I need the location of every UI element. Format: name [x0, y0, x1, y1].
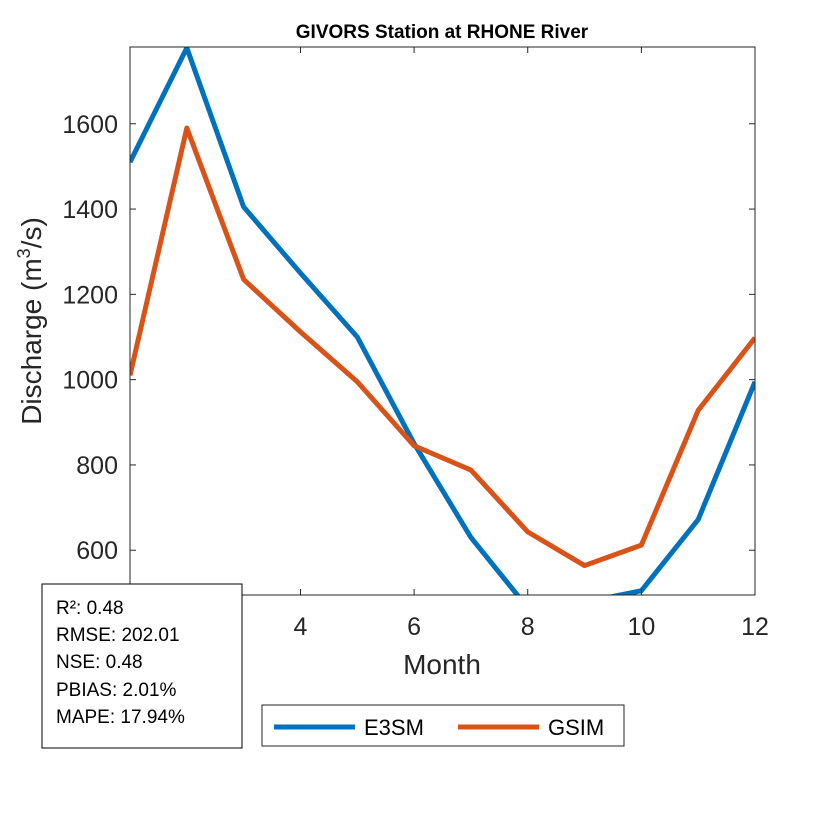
y-axis-label: Discharge (m3/s)	[14, 217, 47, 425]
stat-r-squared: R²: 0.48	[56, 598, 124, 619]
plot-area-frame	[129, 46, 756, 596]
x-axis-label: Month	[403, 649, 481, 680]
x-tick-label: 6	[407, 613, 421, 641]
statistics-box: R²: 0.48 RMSE: 202.01 NSE: 0.48 PBIAS: 2…	[41, 583, 243, 749]
stat-pbias: PBIAS: 2.01%	[56, 680, 177, 701]
chart-legend: E3SM GSIM	[261, 704, 625, 747]
y-tick-label: 1000	[62, 367, 118, 395]
legend-label-e3sm: E3SM	[364, 715, 424, 740]
y-tick-label: 1200	[62, 281, 118, 309]
series-line-e3sm	[130, 47, 755, 595]
y-tick-label: 1600	[62, 111, 118, 139]
y-axis-label-main: Discharge (m	[16, 258, 47, 424]
y-tick-label: 800	[76, 452, 118, 480]
stat-nse: NSE: 0.48	[56, 652, 143, 673]
y-axis-label-superscript: 3	[14, 248, 34, 258]
y-tick-label: 1400	[62, 196, 118, 224]
statistics-box-frame	[41, 583, 243, 749]
axis-ticks: 4 6 8 10 12 600 800 1000 1200 1400 1600	[62, 47, 769, 641]
stat-mape: MAPE: 17.94%	[56, 707, 185, 728]
legend-label-gsim: GSIM	[548, 715, 604, 740]
y-axis-label-tail: /s)	[16, 217, 47, 248]
legend-frame	[261, 704, 625, 747]
x-tick-label: 10	[627, 613, 655, 641]
series-line-gsim	[130, 125, 755, 569]
y-tick-label: 600	[76, 537, 118, 565]
x-tick-label: 4	[294, 613, 308, 641]
stat-rmse: RMSE: 202.01	[56, 625, 180, 646]
x-tick-label: 8	[521, 613, 535, 641]
series-layer	[130, 47, 755, 595]
chart-title: GIVORS Station at RHONE River	[296, 22, 589, 43]
x-tick-label: 12	[741, 613, 769, 641]
